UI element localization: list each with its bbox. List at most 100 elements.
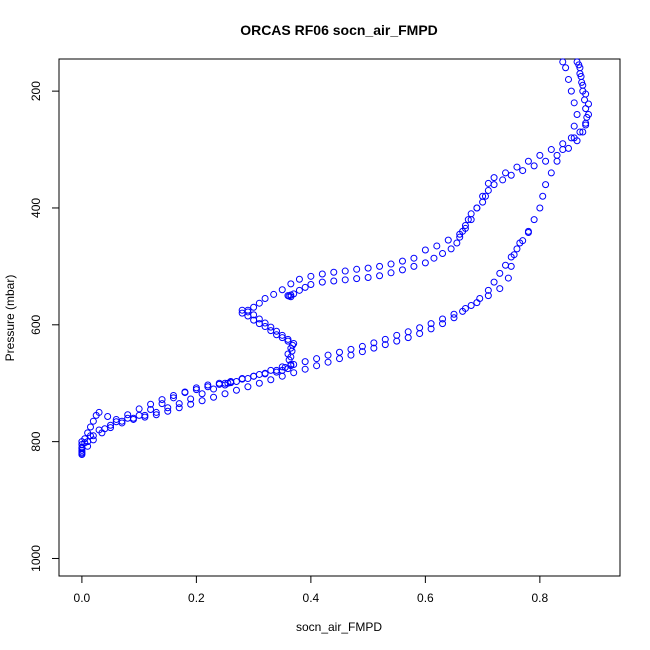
data-point	[570, 122, 578, 130]
data-point	[404, 334, 412, 342]
data-point	[324, 358, 332, 366]
data-point	[519, 167, 527, 175]
data-point	[285, 292, 293, 300]
data-point	[562, 64, 570, 72]
data-point	[439, 315, 447, 323]
data-point	[261, 319, 269, 327]
data-point	[175, 404, 183, 412]
data-point	[95, 408, 103, 416]
data-point	[270, 290, 278, 298]
data-point	[579, 87, 587, 95]
data-point	[84, 442, 92, 450]
data-point	[504, 274, 512, 282]
data-point	[198, 397, 206, 405]
data-point	[433, 242, 441, 250]
data-point	[547, 169, 555, 177]
data-point	[542, 157, 550, 165]
data-point	[135, 405, 143, 413]
data-point	[456, 233, 464, 241]
data-point	[313, 355, 321, 363]
data-point	[84, 438, 92, 446]
data-point	[278, 331, 286, 339]
data-point	[476, 295, 484, 303]
data-point	[112, 418, 120, 426]
data-point	[104, 413, 112, 421]
data-point	[479, 198, 487, 206]
data-point	[564, 75, 572, 83]
data-point	[453, 239, 461, 247]
data-point	[582, 121, 590, 129]
data-point	[410, 254, 418, 262]
data-point	[158, 400, 166, 408]
data-point	[278, 372, 286, 380]
data-point	[227, 379, 235, 387]
data-point	[278, 286, 286, 294]
data-point	[398, 266, 406, 274]
data-point	[261, 295, 269, 303]
data-point	[573, 137, 581, 145]
data-point	[224, 379, 232, 387]
x-axis-label: socn_air_FMPD	[296, 620, 382, 634]
data-point	[481, 192, 489, 200]
data-point	[542, 181, 550, 189]
data-point	[255, 379, 263, 387]
data-point	[507, 253, 515, 261]
data-point	[416, 330, 424, 338]
data-point	[393, 331, 401, 339]
data-point	[301, 365, 309, 373]
data-point	[524, 229, 532, 237]
data-point	[370, 339, 378, 347]
data-point	[467, 302, 475, 310]
data-point	[553, 157, 561, 165]
data-point	[318, 278, 326, 286]
data-point	[261, 370, 269, 378]
data-point	[459, 227, 467, 235]
data-point	[450, 310, 458, 318]
data-point	[484, 186, 492, 194]
data-point	[536, 151, 544, 159]
data-point	[101, 425, 109, 433]
data-point	[164, 407, 172, 415]
data-point	[467, 210, 475, 218]
data-point	[507, 171, 515, 179]
data-point	[89, 417, 97, 425]
data-point	[573, 110, 581, 118]
data-point	[324, 351, 332, 359]
data-point	[295, 275, 303, 283]
data-point	[575, 61, 583, 69]
data-point	[307, 272, 315, 280]
data-point	[576, 128, 584, 136]
data-point	[410, 262, 418, 270]
data-point	[439, 250, 447, 258]
data-point	[255, 299, 263, 307]
data-point	[381, 335, 389, 343]
data-point	[387, 260, 395, 268]
data-point	[124, 411, 132, 419]
data-point	[86, 423, 94, 431]
data-point	[341, 267, 349, 275]
data-point	[450, 314, 458, 322]
data-point	[255, 315, 263, 323]
data-point	[198, 390, 206, 398]
data-point	[152, 411, 160, 419]
data-point	[421, 246, 429, 254]
data-point	[152, 408, 160, 416]
data-point	[158, 396, 166, 404]
data-point	[416, 324, 424, 332]
plot-area-frame	[58, 58, 621, 577]
data-point	[370, 344, 378, 352]
y-tick-label: 200	[29, 81, 43, 101]
data-point	[290, 369, 298, 377]
data-point	[547, 146, 555, 154]
data-point	[307, 280, 315, 288]
x-tick-label: 0.2	[188, 591, 205, 605]
y-axis-label: Pressure (mbar)	[3, 275, 17, 362]
y-tick-label: 600	[29, 314, 43, 334]
y-tick-label: 800	[29, 431, 43, 451]
data-point	[381, 341, 389, 349]
data-point	[135, 411, 143, 419]
x-tick-label: 0.4	[303, 591, 320, 605]
data-point	[484, 179, 492, 187]
data-point	[358, 348, 366, 356]
